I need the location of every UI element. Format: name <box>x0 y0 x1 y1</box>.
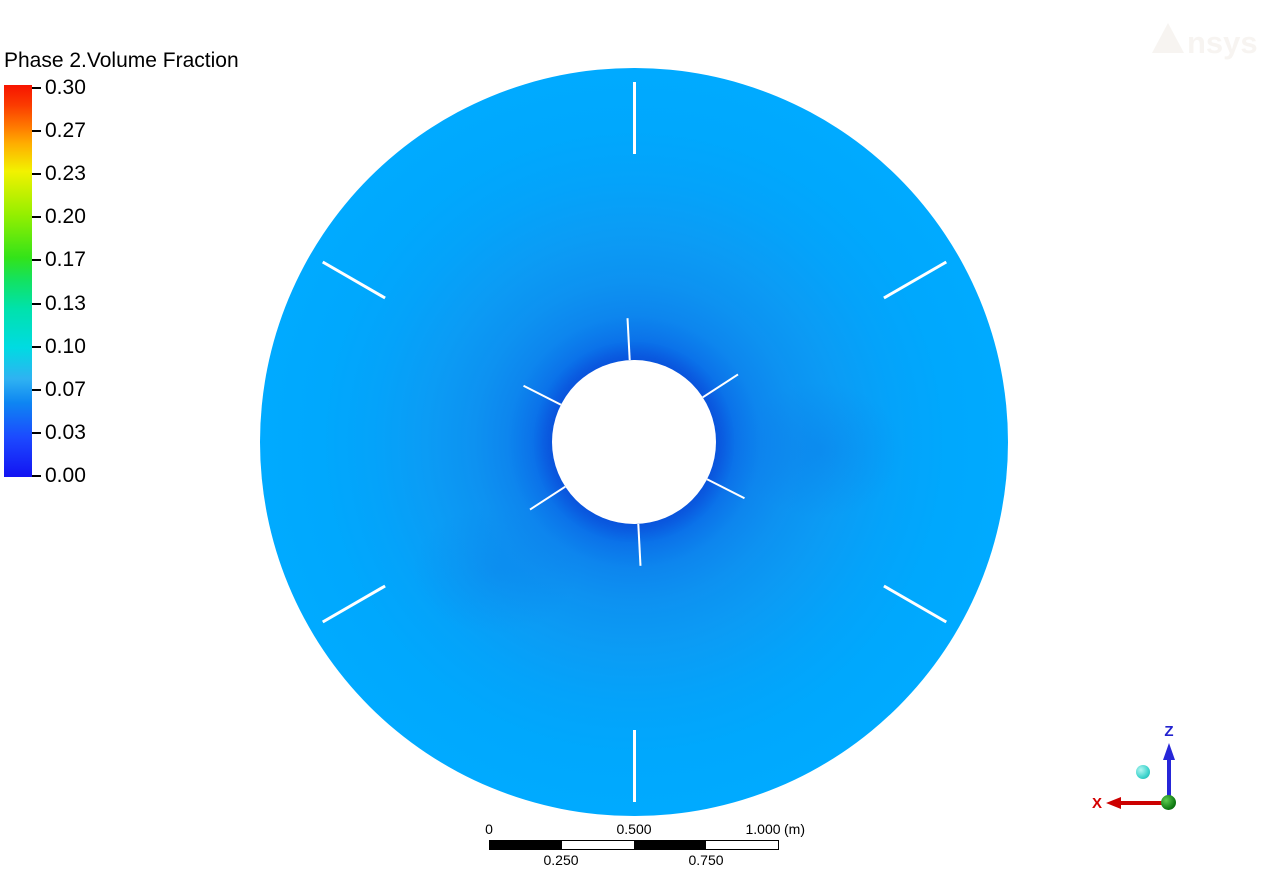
axis-triad[interactable]: Z X <box>1085 720 1215 820</box>
inner-baffle <box>529 485 566 511</box>
legend-tick-label: 0.10 <box>45 334 86 358</box>
contour-shade-lobe <box>710 360 930 540</box>
legend-colorbar <box>4 85 32 477</box>
legend-tick-label: 0.20 <box>45 205 86 229</box>
legend-tick-label: 0.23 <box>45 162 86 186</box>
x-axis-arrowhead-icon <box>1106 797 1121 809</box>
legend-tick-mark <box>32 302 41 305</box>
legend-tick-mark <box>32 345 41 348</box>
scale-ruler <box>489 840 779 850</box>
inner-baffle <box>702 373 739 399</box>
scale-ruler-segment <box>634 841 706 849</box>
inner-baffle <box>637 523 642 566</box>
legend-tick-label: 0.30 <box>45 76 86 99</box>
legend-tick-mark <box>32 130 41 133</box>
legend-tick-label: 0.17 <box>45 248 86 272</box>
x-axis-label: X <box>1091 795 1102 812</box>
legend-tick-label: 0.03 <box>45 420 86 444</box>
z-axis-label: Z <box>1164 723 1174 740</box>
outer-baffle <box>882 584 947 624</box>
legend-tick-row: 0.23 <box>32 162 86 186</box>
legend-tick-mark <box>32 216 41 219</box>
ansys-logo-triangle-icon <box>1152 23 1184 53</box>
outer-baffle <box>321 584 386 624</box>
legend-tick-mark <box>32 388 41 391</box>
legend-tick-row: 0.20 <box>32 205 86 229</box>
scale-ruler-segment <box>490 841 562 849</box>
legend-tick-row: 0.30 <box>32 76 86 99</box>
outer-baffle <box>632 730 636 802</box>
z-axis-arrowhead-icon <box>1163 743 1175 760</box>
legend-tick-label: 0.07 <box>45 377 86 401</box>
legend-tick-row: 0.07 <box>32 377 86 401</box>
legend-tick-mark <box>32 431 41 434</box>
inner-baffle <box>626 318 631 361</box>
legend-tick-row: 0.27 <box>32 119 86 143</box>
scale-unit: (m) <box>784 821 805 837</box>
legend-tick-mark <box>32 173 41 176</box>
contour-shade-lobe <box>385 485 605 655</box>
outer-baffle <box>632 82 636 154</box>
legend-tick-row: 0.17 <box>32 248 86 272</box>
inner-baffle <box>523 384 562 406</box>
outer-baffle <box>882 260 947 300</box>
legend-tick-label: 0.13 <box>45 291 86 315</box>
legend-tick-row: 0.13 <box>32 291 86 315</box>
inner-baffle <box>706 478 745 500</box>
outer-baffle <box>321 260 386 300</box>
scale-label-0250: 0.250 <box>543 852 579 868</box>
scale-label-0: 0 <box>485 821 493 837</box>
y-axis-ball-icon <box>1136 765 1150 779</box>
legend-tick-label: 0.00 <box>45 463 86 487</box>
scale-ruler-segment <box>706 841 778 849</box>
scale-ruler-segment <box>562 841 634 849</box>
legend-title: Phase 2.Volume Fraction <box>4 49 239 72</box>
x-axis-shaft <box>1121 801 1169 805</box>
scale-label-0750: 0.750 <box>688 852 724 868</box>
scale-bar: 0 0.500 1.000 (m) 0.250 0.750 <box>485 821 805 868</box>
contour-plot[interactable] <box>260 68 1008 816</box>
ansys-logo: nsys <box>1152 23 1258 60</box>
origin-ball-icon <box>1161 795 1176 810</box>
z-axis-shaft <box>1167 760 1171 803</box>
legend-tick-row: 0.03 <box>32 420 86 444</box>
scale-label-1000: 1.000 <box>745 821 781 837</box>
ansys-logo-text: nsys <box>1187 25 1258 60</box>
legend-tick-mark <box>32 259 41 262</box>
legend-tick-row: 0.10 <box>32 334 86 358</box>
legend-tick-mark <box>32 474 41 477</box>
legend-tick-label: 0.27 <box>45 119 86 143</box>
legend-tick-row: 0.00 <box>32 463 86 487</box>
shaft-hole <box>552 360 716 524</box>
legend-tick-mark <box>32 87 41 89</box>
scale-label-0500: 0.500 <box>616 821 652 837</box>
